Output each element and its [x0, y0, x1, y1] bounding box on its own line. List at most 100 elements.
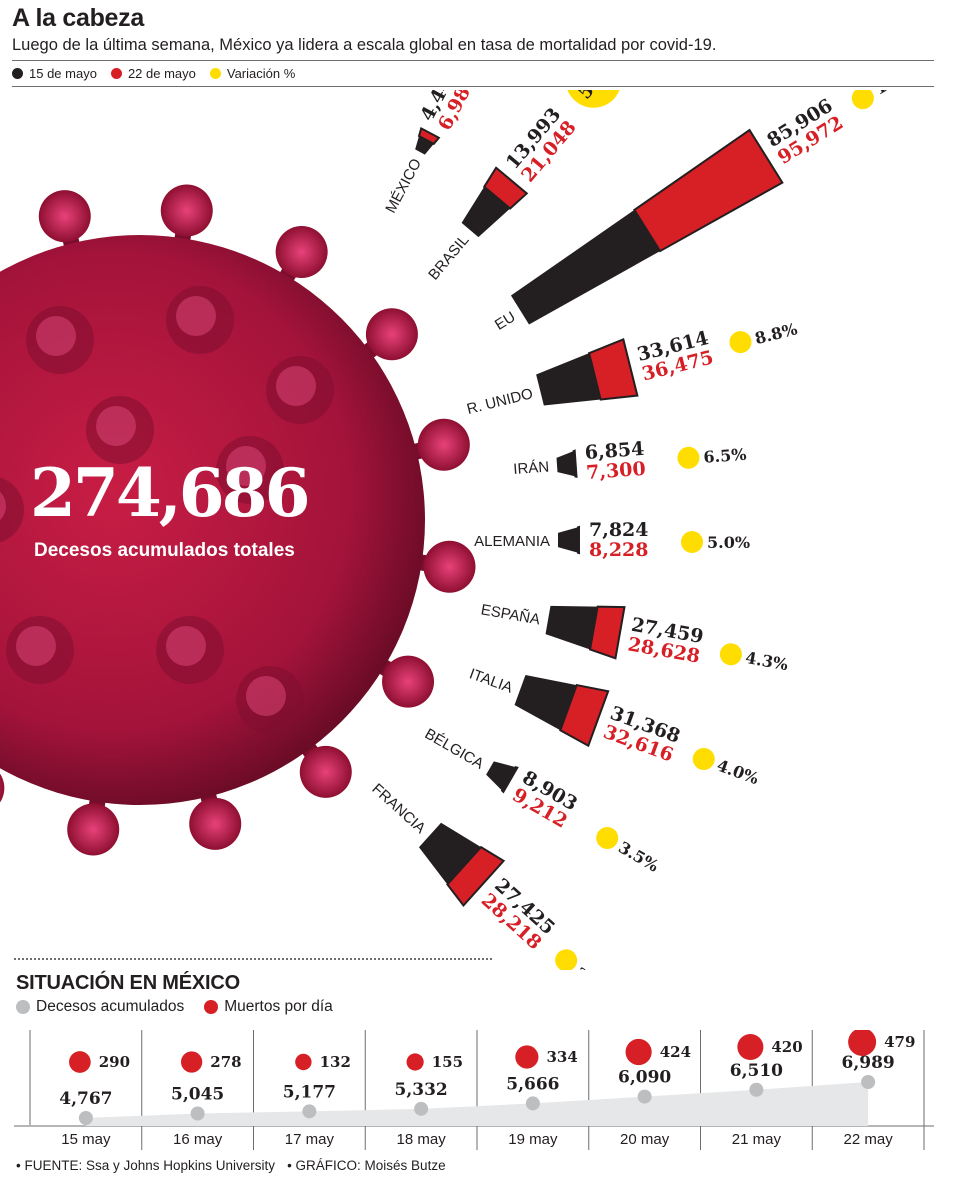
bar-22-mayo [576, 525, 581, 555]
daily-deaths-dot [515, 1045, 539, 1069]
virus-surface-spot [176, 296, 216, 336]
variation-dot [692, 748, 715, 771]
country-label: FRANCIA [368, 780, 428, 837]
date-label: 16 may [173, 1131, 223, 1148]
cumulative-value: 6,510 [730, 1061, 783, 1081]
cumulative-value: 5,332 [395, 1080, 448, 1100]
total-deaths-value: 274,686 [30, 454, 311, 532]
variation-dot [596, 826, 619, 849]
legend-item-acumulados: Decesos acumulados [16, 998, 184, 1016]
cumulative-dot [749, 1082, 764, 1097]
variation-dot [565, 90, 622, 108]
virus-spike-head [38, 190, 91, 243]
mexico-chart: 4,767 290 15 may 5,045 278 16 may 5,177 132 17 m… [14, 1030, 934, 1150]
variation-value: 4.3% [744, 648, 790, 674]
virus-surface-spot [36, 316, 76, 356]
variation-value: 6.5% [703, 445, 747, 467]
page-subtitle: Luego de la última semana, México ya lid… [12, 36, 717, 54]
daily-deaths-dot [69, 1051, 91, 1073]
daily-deaths-value: 420 [771, 1038, 802, 1056]
daily-deaths-value: 290 [99, 1053, 130, 1071]
bar-15-mayo [514, 675, 577, 731]
virus-surface-spot [0, 477, 24, 543]
cumulative-value: 4,767 [59, 1089, 112, 1109]
daily-deaths-dot [848, 1030, 877, 1056]
daily-deaths-value: 334 [546, 1048, 577, 1066]
daily-deaths-dot [406, 1053, 424, 1071]
cumulative-dot [302, 1104, 317, 1119]
virus-spike-head [299, 745, 352, 798]
country-label: BRASIL [425, 232, 472, 284]
value-15-mayo: 6,854 [584, 438, 645, 464]
daily-deaths-value: 424 [660, 1043, 691, 1061]
virus-spike-head [365, 308, 418, 361]
daily-deaths-value: 155 [432, 1053, 463, 1071]
date-label: 20 may [620, 1131, 670, 1148]
virus-spike-head [189, 797, 242, 850]
date-label: 22 may [844, 1131, 894, 1148]
virus-spike-head [423, 540, 476, 593]
virus-surface-spot [166, 626, 206, 666]
country-label: R. UNIDO [465, 385, 535, 418]
date-label: 19 may [508, 1131, 558, 1148]
daily-deaths-dot [295, 1053, 312, 1071]
bar-22-mayo [417, 126, 441, 146]
red-dot-icon [204, 1000, 219, 1014]
cumulative-value: 5,045 [171, 1084, 224, 1104]
bar-22-mayo [559, 683, 610, 748]
bar-15-mayo [545, 605, 598, 650]
country-label: MÉXICO [382, 156, 425, 216]
legend-rule [12, 86, 934, 87]
red-dot-icon [110, 68, 122, 79]
cumulative-dot [525, 1096, 540, 1111]
virus-surface-spot [276, 366, 316, 406]
legend-label: 15 de mayo [29, 66, 97, 81]
source-text: • FUENTE: Ssa y Johns Hopkins University [16, 1158, 276, 1173]
virus-spike-head [67, 803, 120, 856]
value-22-mayo: 8,228 [589, 539, 649, 561]
country-label: EU [492, 308, 519, 333]
bar-22-mayo [587, 337, 639, 401]
date-label: 15 may [61, 1131, 111, 1148]
virus-spike-head [417, 418, 470, 471]
virus-surface-spot [246, 676, 286, 716]
cumulative-value: 5,666 [506, 1074, 559, 1094]
country-label: BÉLGICA [422, 725, 487, 772]
country-label: ITALIA [467, 665, 515, 696]
date-label: 18 may [397, 1131, 447, 1148]
daily-deaths-value: 132 [320, 1053, 351, 1071]
virus-spike-head [0, 773, 5, 803]
bar-22-mayo [500, 765, 519, 794]
total-deaths-label: Decesos acumulados totales [34, 540, 295, 561]
virus-spike-head [382, 655, 435, 708]
legend-label: 22 de mayo [127, 66, 196, 81]
daily-deaths-dot [625, 1038, 652, 1066]
mexico-section-title: SITUACIÓN EN MÉXICO [16, 972, 240, 994]
legend-label: Decesos acumulados [36, 998, 185, 1015]
cumulative-area [85, 1082, 869, 1126]
legend: 15 de mayo 22 de mayo Variación % [12, 66, 295, 81]
bar-15-mayo [536, 353, 601, 406]
country-bars: 4,4476,98956%MÉXICO13,99321,04850.4%BRAS… [368, 90, 927, 970]
country-bars-chart: 4,4476,98956%MÉXICO13,99321,04850.4%BRAS… [0, 90, 927, 970]
cumulative-value: 6,989 [842, 1053, 895, 1073]
bar-15-mayo [558, 527, 578, 553]
value-22-mayo: 7,300 [585, 458, 646, 484]
variation-value: 3.5% [615, 838, 662, 876]
footer: • FUENTE: Ssa y Johns Hopkins University… [16, 1158, 446, 1173]
country-label: ALEMANIA [474, 533, 550, 550]
legend-label: Muertos por día [224, 998, 333, 1015]
variation-dot [719, 643, 742, 666]
grey-dot-icon [16, 1000, 30, 1014]
variation-value: 4.0% [714, 756, 761, 789]
virus-surface-spot [16, 626, 56, 666]
credit-text: • GRÁFICO: Moisés Butze [287, 1158, 446, 1173]
legend-item-variacion: Variación % [209, 66, 295, 81]
value-15-mayo: 7,824 [589, 519, 649, 541]
variation-dot [681, 531, 704, 553]
variation-dot [677, 446, 700, 469]
variation-value: 11.7% [871, 90, 927, 99]
country-label: IRÁN [513, 459, 550, 478]
